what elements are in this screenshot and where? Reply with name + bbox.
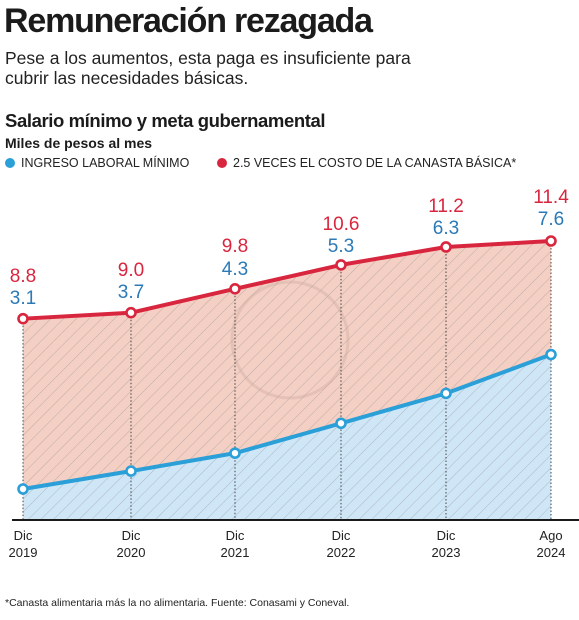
- data-label-canasta: 10.6: [323, 214, 360, 235]
- x-tick-label: Dic: [226, 528, 245, 543]
- x-tick-label: 2023: [432, 545, 461, 560]
- x-tick-label: 2024: [537, 545, 566, 560]
- data-label-ingreso: 3.1: [10, 288, 36, 309]
- x-tick-label: Dic: [437, 528, 456, 543]
- chart-units: Miles de pesos al mes: [5, 135, 153, 151]
- x-tick-label: Dic: [122, 528, 141, 543]
- legend-label-canasta: 2.5 VECES EL COSTO DE LA CANASTA BÁSICA*: [233, 156, 517, 170]
- x-tick-label: Dic: [14, 528, 33, 543]
- legend-swatch-canasta: [217, 158, 227, 168]
- x-tick-label: 2019: [9, 545, 38, 560]
- point-ingreso: [125, 465, 137, 477]
- area-canasta-hatch: [23, 241, 551, 489]
- watermark-seal-icon: [230, 280, 350, 400]
- page-title: Remuneración rezagada: [4, 2, 373, 40]
- point-canasta: [229, 283, 241, 295]
- area-ingreso-hatch: [23, 354, 551, 520]
- chart-title: Salario mínimo y meta gubernamental: [5, 110, 326, 131]
- x-tick-label: 2022: [327, 545, 356, 560]
- legend-label-ingreso: INGRESO LABORAL MÍNIMO: [21, 156, 190, 170]
- point-ingreso: [335, 417, 347, 430]
- x-tick-label: Dic: [332, 528, 351, 543]
- data-label-ingreso: 3.7: [118, 282, 144, 303]
- data-label-canasta: 11.2: [428, 196, 464, 217]
- data-label-canasta: 11.4: [533, 187, 569, 208]
- data-label-canasta: 9.8: [222, 236, 248, 257]
- legend-swatch-ingreso: [5, 158, 15, 168]
- x-tick-label: 2020: [117, 545, 146, 560]
- x-tick-label: 2021: [221, 545, 250, 560]
- series-line-ingreso: [22, 352, 552, 491]
- series-line-canasta: [22, 239, 552, 321]
- data-label-ingreso: 5.3: [328, 236, 354, 257]
- point-ingreso: [440, 387, 452, 400]
- point-canasta: [17, 312, 29, 325]
- legend-item-ingreso: INGRESO LABORAL MÍNIMO: [5, 156, 189, 170]
- point-ingreso: [545, 348, 557, 361]
- data-label-ingreso: 4.3: [222, 259, 248, 280]
- point-ingreso: [17, 483, 29, 495]
- point-canasta: [545, 235, 557, 247]
- point-canasta: [125, 306, 137, 319]
- point-canasta: [335, 259, 347, 271]
- data-label-canasta: 8.8: [10, 266, 36, 287]
- point-ingreso: [229, 447, 241, 459]
- data-label-ingreso: 7.6: [538, 209, 564, 230]
- chart-footnote: *Canasta alimentaria más la no alimentar…: [5, 597, 350, 609]
- legend-item-canasta: 2.5 VECES EL COSTO DE LA CANASTA BÁSICA*: [217, 156, 516, 170]
- page-subtitle: Pese a los aumentos, esta paga es insufi…: [5, 48, 411, 88]
- data-label-ingreso: 6.3: [433, 218, 459, 239]
- x-tick-label: Ago: [539, 528, 562, 543]
- point-canasta: [440, 241, 452, 253]
- data-label-canasta: 9.0: [118, 260, 144, 281]
